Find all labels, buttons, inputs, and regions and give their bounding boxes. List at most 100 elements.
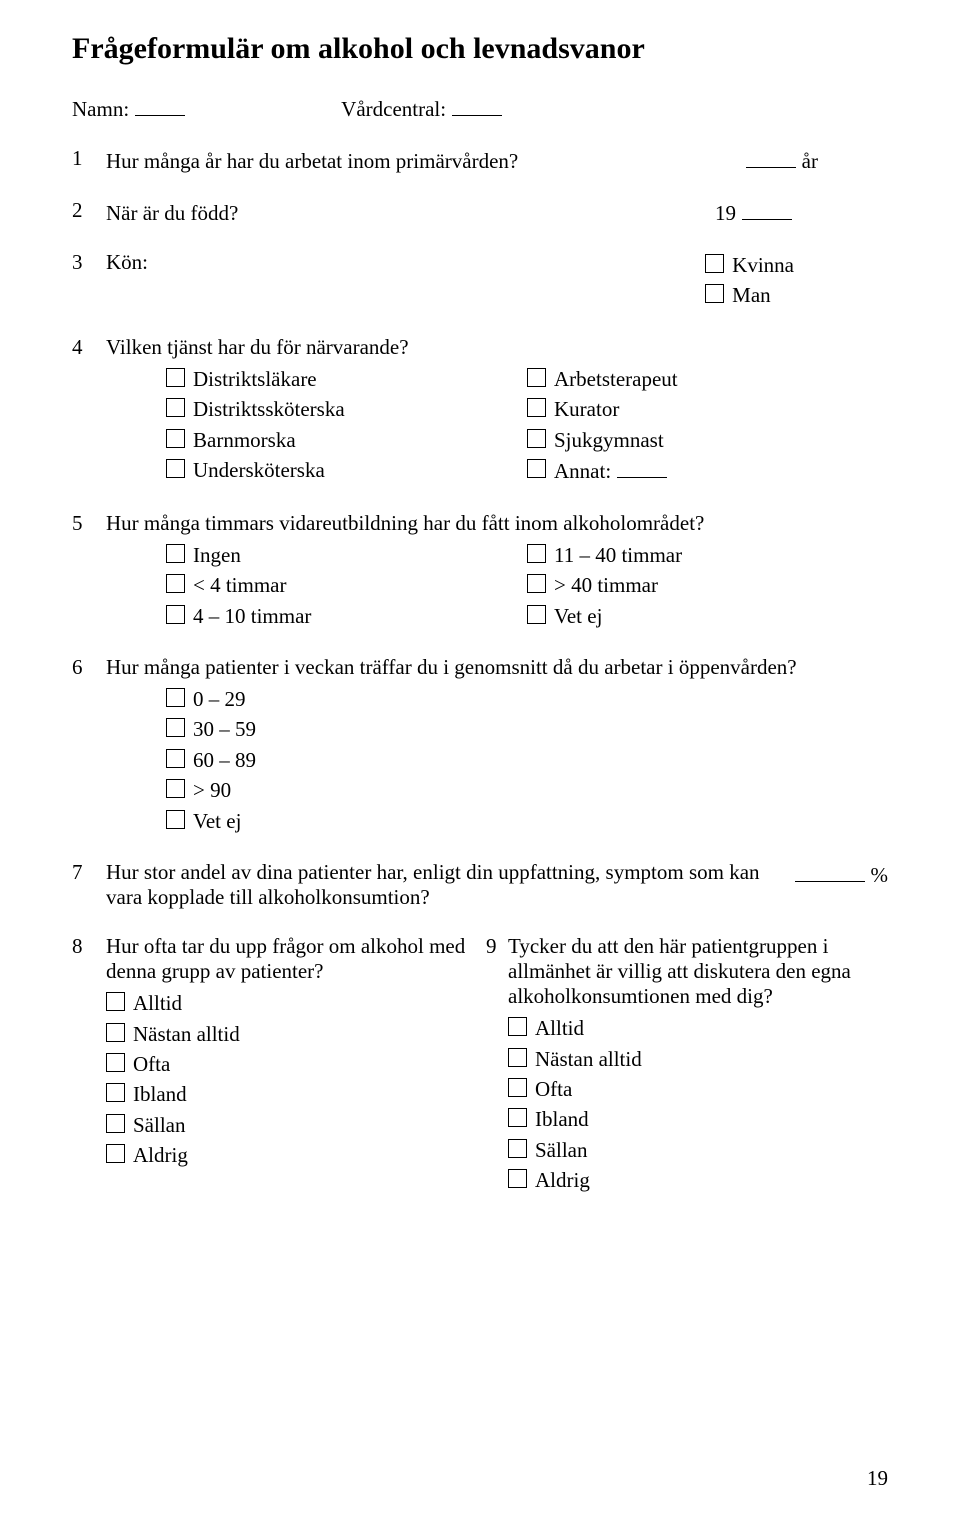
question-8-9-row: 8 Hur ofta tar du upp frågor om alkohol …	[72, 934, 888, 1196]
center-blank[interactable]	[452, 94, 502, 116]
q7-blank[interactable]	[795, 860, 865, 882]
name-blank[interactable]	[135, 94, 185, 116]
q9-checkbox-ibland[interactable]	[508, 1108, 527, 1127]
q3-opt-man: Man	[732, 280, 771, 310]
q8-checkbox-nastan-alltid[interactable]	[106, 1023, 125, 1042]
q6-checkbox-vetej[interactable]	[166, 810, 185, 829]
q4-checkbox-sjukgymnast[interactable]	[527, 429, 546, 448]
q2-blank[interactable]	[742, 198, 792, 220]
q1-text: Hur många år har du arbetat inom primärv…	[106, 149, 518, 174]
q6-checkbox-30-59[interactable]	[166, 718, 185, 737]
q8-checkbox-ofta[interactable]	[106, 1053, 125, 1072]
q4-opt-f: Kurator	[554, 394, 619, 424]
q8-checkbox-ibland[interactable]	[106, 1083, 125, 1102]
q4-opt-b: Distriktssköterska	[193, 394, 345, 424]
q4-text: Vilken tjänst har du för närvarande?	[106, 335, 888, 360]
q9-opt-e: Sällan	[535, 1135, 588, 1165]
q9-checkbox-alltid[interactable]	[508, 1017, 527, 1036]
page-number: 19	[867, 1466, 888, 1491]
q2-prefix: 19	[715, 201, 736, 226]
q8-checkbox-alltid[interactable]	[106, 992, 125, 1011]
q8-opt-f: Aldrig	[133, 1140, 188, 1170]
question-5: 5 Hur många timmars vidareutbildning har…	[72, 511, 888, 631]
q5-checkbox-lt4[interactable]	[166, 574, 185, 593]
q8-checkbox-aldrig[interactable]	[106, 1144, 125, 1163]
q9-opt-c: Ofta	[535, 1074, 572, 1104]
q5-checkbox-ingen[interactable]	[166, 544, 185, 563]
q9-opt-b: Nästan alltid	[535, 1044, 642, 1074]
q5-opt-d: 11 – 40 timmar	[554, 540, 682, 570]
q8-opt-d: Ibland	[133, 1079, 187, 1109]
question-4: 4 Vilken tjänst har du för närvarande? D…	[72, 335, 888, 487]
q5-checkbox-11-40[interactable]	[527, 544, 546, 563]
q9-number: 9	[486, 934, 508, 1196]
q4-opt-a: Distriktsläkare	[193, 364, 317, 394]
q6-opt-e: Vet ej	[193, 806, 241, 836]
q4-checkbox-annat[interactable]	[527, 459, 546, 478]
q5-number: 5	[72, 511, 106, 631]
q9-checkbox-aldrig[interactable]	[508, 1169, 527, 1188]
q3-checkbox-man[interactable]	[705, 284, 724, 303]
question-1: 1 Hur många år har du arbetat inom primä…	[72, 146, 888, 174]
q5-text: Hur många timmars vidareutbildning har d…	[106, 511, 888, 536]
q3-opt-kvinna: Kvinna	[732, 250, 794, 280]
q8-opt-e: Sällan	[133, 1110, 186, 1140]
q9-checkbox-ofta[interactable]	[508, 1078, 527, 1097]
q4-opt-d: Undersköterska	[193, 455, 325, 485]
q4-number: 4	[72, 335, 106, 487]
q1-blank[interactable]	[746, 146, 796, 168]
q6-checkbox-gt90[interactable]	[166, 779, 185, 798]
q4-opt-g: Sjukgymnast	[554, 425, 664, 455]
question-2: 2 När är du född? 19	[72, 198, 888, 226]
q4-checkbox-distriktslakare[interactable]	[166, 368, 185, 387]
q6-opt-c: 60 – 89	[193, 745, 256, 775]
q5-checkbox-4-10[interactable]	[166, 605, 185, 624]
q8-checkbox-sallan[interactable]	[106, 1114, 125, 1133]
q6-number: 6	[72, 655, 106, 836]
q4-opt-h: Annat:	[554, 456, 611, 486]
q1-number: 1	[72, 146, 106, 174]
question-6: 6 Hur många patienter i veckan träffar d…	[72, 655, 888, 836]
center-label: Vårdcentral:	[341, 97, 446, 122]
q5-opt-f: Vet ej	[554, 601, 602, 631]
q7-text: Hur stor andel av dina patienter har, en…	[106, 860, 769, 910]
question-3: 3 Kön: Kvinna Man	[72, 250, 888, 311]
q4-annat-blank[interactable]	[617, 456, 667, 478]
q4-checkbox-barnmorska[interactable]	[166, 429, 185, 448]
q9-opt-a: Alltid	[535, 1013, 584, 1043]
q5-checkbox-gt40[interactable]	[527, 574, 546, 593]
q5-opt-a: Ingen	[193, 540, 241, 570]
q3-checkbox-kvinna[interactable]	[705, 254, 724, 273]
q5-checkbox-vetej[interactable]	[527, 605, 546, 624]
q4-checkbox-arbetsterapeut[interactable]	[527, 368, 546, 387]
q9-opt-f: Aldrig	[535, 1165, 590, 1195]
q6-opt-a: 0 – 29	[193, 684, 246, 714]
q6-checkbox-60-89[interactable]	[166, 749, 185, 768]
q9-checkbox-sallan[interactable]	[508, 1139, 527, 1158]
q7-number: 7	[72, 860, 106, 910]
q7-unit: %	[871, 863, 889, 888]
q6-opt-b: 30 – 59	[193, 714, 256, 744]
q4-checkbox-underskoterska[interactable]	[166, 459, 185, 478]
q5-opt-b: < 4 timmar	[193, 570, 287, 600]
q2-number: 2	[72, 198, 106, 226]
q4-checkbox-distriktsskoterska[interactable]	[166, 398, 185, 417]
q1-unit: år	[802, 149, 818, 174]
q4-checkbox-kurator[interactable]	[527, 398, 546, 417]
header-row: Namn: Vårdcentral:	[72, 94, 888, 122]
q9-checkbox-nastan-alltid[interactable]	[508, 1048, 527, 1067]
q6-checkbox-0-29[interactable]	[166, 688, 185, 707]
name-label: Namn:	[72, 97, 129, 122]
q3-number: 3	[72, 250, 106, 311]
q6-text: Hur många patienter i veckan träffar du …	[106, 655, 888, 680]
page: Frågeformulär om alkohol och levnadsvano…	[0, 0, 960, 1521]
q4-opt-e: Arbetsterapeut	[554, 364, 678, 394]
page-title: Frågeformulär om alkohol och levnadsvano…	[72, 32, 888, 66]
q9-opt-d: Ibland	[535, 1104, 589, 1134]
q8-opt-b: Nästan alltid	[133, 1019, 240, 1049]
q4-opt-c: Barnmorska	[193, 425, 296, 455]
q3-text: Kön:	[106, 250, 148, 275]
q8-opt-c: Ofta	[133, 1049, 170, 1079]
q9-text: Tycker du att den här patientgruppen i a…	[508, 934, 888, 1009]
q8-text: Hur ofta tar du upp frågor om alkohol me…	[106, 934, 474, 984]
